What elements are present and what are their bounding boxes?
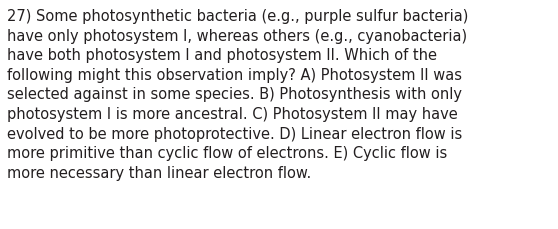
Text: 27) Some photosynthetic bacteria (e.g., purple sulfur bacteria)
have only photos: 27) Some photosynthetic bacteria (e.g., … <box>7 9 469 180</box>
